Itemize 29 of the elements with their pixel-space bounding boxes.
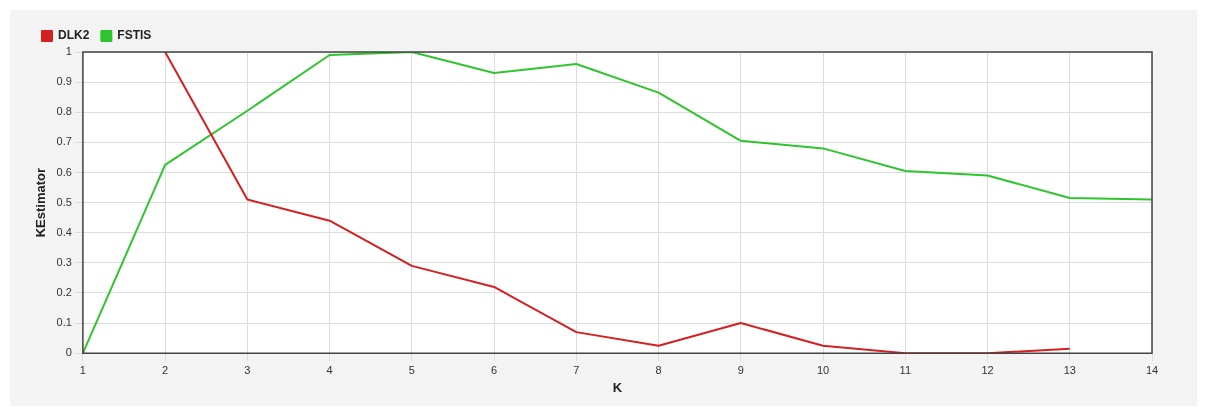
y-axis-title: KEstimator xyxy=(33,167,49,238)
y-tick-label: 0.4 xyxy=(56,225,72,238)
y-tick-label: 0.1 xyxy=(56,316,72,329)
x-tick-label: 4 xyxy=(326,363,333,376)
y-tick-label: 0.2 xyxy=(56,285,72,298)
y-tick-label: 0.8 xyxy=(56,105,72,118)
x-axis-title: K xyxy=(612,379,623,395)
y-tick-label: 0.9 xyxy=(56,75,72,88)
y-tick-label: 0.3 xyxy=(56,255,72,268)
x-tick-label: 6 xyxy=(491,363,498,376)
x-tick-label: 12 xyxy=(981,363,994,376)
x-tick-label: 9 xyxy=(737,363,744,376)
x-tick-label: 8 xyxy=(655,363,662,376)
x-tick-label: 2 xyxy=(162,363,169,376)
y-tick-label: 0.6 xyxy=(56,165,72,178)
x-tick-label: 10 xyxy=(816,363,830,376)
x-tick-label: 13 xyxy=(1063,363,1076,376)
x-tick-label: 5 xyxy=(408,363,415,376)
y-tick-label: 1 xyxy=(65,45,72,58)
x-tick-label: 11 xyxy=(899,363,911,376)
legend-label: FSTIS xyxy=(117,28,152,43)
y-tick-label: 0.5 xyxy=(56,195,72,208)
y-tick-label: 0.7 xyxy=(56,135,72,148)
x-tick-label: 1 xyxy=(79,363,86,376)
y-tick-label: 0 xyxy=(65,346,72,359)
x-tick-label: 14 xyxy=(1145,363,1159,376)
x-tick-label: 3 xyxy=(244,363,251,376)
legend-label: DLK2 xyxy=(58,28,90,43)
x-tick-label: 7 xyxy=(573,363,580,376)
